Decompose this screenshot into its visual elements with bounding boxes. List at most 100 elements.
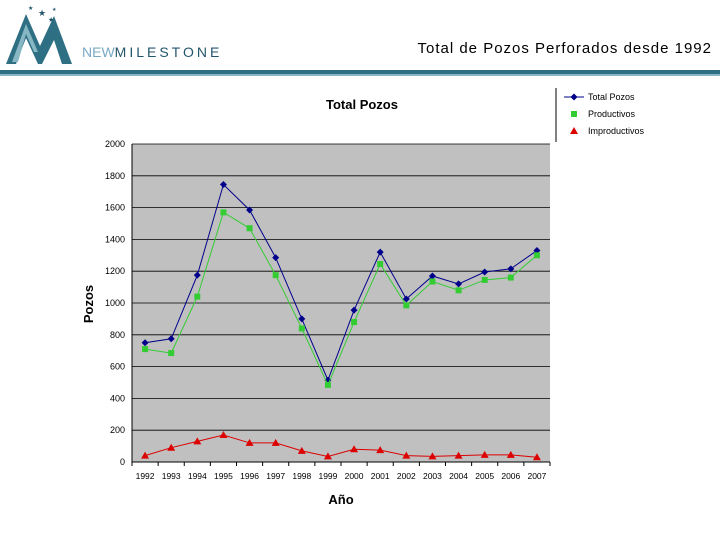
data-point-total [246,206,254,214]
series-layer [141,181,541,461]
data-point-improductivos [141,451,150,459]
x-tick-label: 2007 [527,471,546,481]
y-tick-label: 1200 [105,266,125,276]
legend-marker [570,127,578,134]
data-point-improductivos [454,451,463,459]
data-point-total [402,295,410,303]
y-tick-label: 1800 [105,171,125,181]
x-axis-ticks: 1992 1993 1994 1995 1996 1997 1998 1999 2000 2001… [131,462,551,481]
data-point-total [428,272,436,280]
total-pozos-chart: 0 200 400 600 800 1000 1200 1400 1600 1800 2000 19… [81,88,656,507]
data-point-improductivos [532,453,541,461]
data-point-total [376,248,384,256]
data-point-total [141,339,149,347]
y-axis-ticks: 0 200 400 600 800 1000 1200 1400 1600 1800 2000 [105,139,125,467]
y-tick-label: 200 [110,425,125,435]
y-tick-label: 400 [110,393,125,403]
brand-prefix: NEW [82,44,115,60]
x-tick-label: 1992 [136,471,155,481]
data-point-productivos [429,278,436,285]
y-tick-label: 2000 [105,139,125,149]
data-point-total [455,280,463,288]
data-point-improductivos [167,443,176,451]
x-axis-label: Año [328,492,353,507]
y-tick-label: 0 [120,457,125,467]
x-tick-label: 1993 [162,471,181,481]
data-point-productivos [507,274,514,281]
y-tick-label: 1400 [105,234,125,244]
legend-label: Total Pozos [588,92,635,102]
x-tick-label: 2001 [371,471,390,481]
header-rule-accent [0,74,720,76]
series-line [144,211,538,387]
data-point-total [167,335,175,343]
data-point-productivos [351,319,358,326]
x-tick-label: 1996 [240,471,259,481]
legend-label: Improductivos [588,126,645,136]
header-rule [0,70,720,74]
data-point-improductivos [350,445,359,453]
svg-text:★: ★ [52,7,57,13]
x-tick-label: 1995 [214,471,233,481]
grid-lines [131,143,550,463]
data-point-productivos [298,325,305,332]
data-point-improductivos [245,438,254,446]
x-tick-label: 1997 [266,471,285,481]
data-point-total [507,265,515,273]
chart-panel: 0 200 400 600 800 1000 1200 1400 1600 1800 2000 19… [64,82,658,512]
data-point-productivos [455,287,462,294]
data-point-total [533,247,541,255]
brand-name: MILESTONE [114,44,223,60]
data-point-productivos [194,293,201,300]
x-tick-label: 2002 [397,471,416,481]
data-point-improductivos [323,452,332,460]
series-diamond [141,181,541,384]
data-point-total [219,181,227,189]
data-point-improductivos [297,446,306,454]
data-point-total [272,254,280,262]
y-tick-label: 1600 [105,203,125,213]
data-point-total [481,268,489,276]
data-point-productivos [533,252,540,259]
data-point-improductivos [376,446,385,454]
chart-title: Total Pozos [326,97,398,112]
x-tick-label: 1999 [318,471,337,481]
data-point-improductivos [402,451,411,459]
y-tick-label: 600 [110,362,125,372]
slide-title: Total de Pozos Perforados desde 1992 [417,40,712,57]
legend-label: Productivos [588,109,636,119]
y-axis-label: Pozos [81,285,96,323]
milestone-logo-icon: ★ ★ ★ ★ [6,5,72,64]
x-tick-label: 2004 [449,471,468,481]
data-point-productivos [220,209,227,216]
series-line [144,183,538,382]
series-square [142,209,540,388]
data-point-productivos [142,346,149,353]
series-line [144,434,537,458]
y-tick-label: 800 [110,330,125,340]
series-triangle [141,430,541,461]
data-point-improductivos [271,438,280,446]
data-point-productivos [246,225,253,232]
x-tick-label: 1998 [292,471,311,481]
data-point-improductivos [193,437,202,445]
y-tick-label: 1000 [105,298,125,308]
slide-header: ★ ★ ★ ★ NEWMILESTONE Total de Pozos Perf… [0,0,720,70]
data-point-productivos [324,381,331,388]
data-point-total [193,271,201,279]
x-tick-label: 2003 [423,471,442,481]
data-point-productivos [481,276,488,283]
x-tick-label: 1994 [188,471,207,481]
x-tick-label: 2005 [475,471,494,481]
data-point-productivos [168,350,175,357]
data-point-productivos [403,302,410,309]
svg-text:★: ★ [38,8,46,18]
x-tick-label: 2006 [501,471,520,481]
svg-text:★: ★ [28,5,33,12]
legend-marker [571,111,577,117]
data-point-improductivos [428,452,437,460]
x-tick-label: 2000 [345,471,364,481]
data-point-improductivos [480,450,489,458]
legend-marker [570,93,578,101]
svg-text:★: ★ [48,16,54,24]
